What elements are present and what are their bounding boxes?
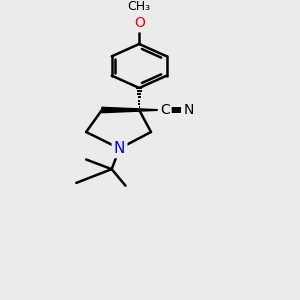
Text: C: C — [160, 103, 169, 117]
Text: O: O — [134, 16, 145, 30]
Text: N: N — [114, 141, 125, 156]
Text: N: N — [183, 103, 194, 117]
Text: CH₃: CH₃ — [128, 0, 151, 13]
Polygon shape — [102, 107, 165, 113]
